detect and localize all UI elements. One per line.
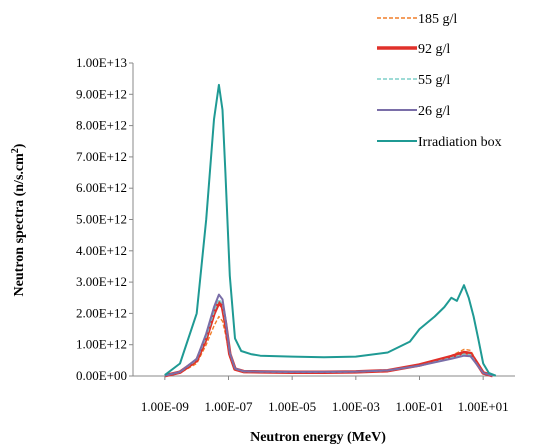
- series-line-5: [164, 83, 497, 377]
- series-line-1: [164, 315, 493, 377]
- x-tick-label: 1.00E-01: [395, 399, 443, 414]
- y-axis-title-end: ): [12, 143, 27, 148]
- y-tick-label: 0.00E+00: [76, 368, 127, 383]
- y-tick-label: 1.00E+12: [76, 337, 127, 352]
- legend-label: 92 g/l: [418, 42, 450, 57]
- legend-label: 185 g/l: [418, 12, 457, 27]
- y-tick-label: 9.00E+12: [76, 86, 127, 101]
- x-axis-ticks: 1.00E-09 1.00E-07 1.00E-05 1.00E-03 1.00E-01…: [141, 376, 509, 414]
- x-tick-label: 1.00E-09: [141, 399, 189, 414]
- y-tick-label: 5.00E+12: [76, 212, 127, 227]
- y-tick-label: 6.00E+12: [76, 180, 127, 195]
- y-axis-title-superscript: 2: [10, 148, 21, 153]
- y-tick-label: 4.00E+12: [76, 243, 127, 258]
- y-tick-label: 3.00E+12: [76, 274, 127, 289]
- legend: 185 g/l 92 g/l 55 g/l 26 g/l Irradiation box: [377, 12, 502, 150]
- legend-label: Irradiation box: [418, 135, 502, 150]
- y-tick-label: 8.00E+12: [76, 118, 127, 133]
- y-tick-label: 2.00E+12: [76, 305, 127, 320]
- x-tick-label: 1.00E+01: [458, 399, 509, 414]
- x-tick-label: 1.00E-03: [332, 399, 380, 414]
- y-tick-label: 7.00E+12: [76, 149, 127, 164]
- y-axis-title: Neutron spectra (n/s.cm2): [10, 143, 28, 296]
- legend-label: 26 g/l: [418, 104, 450, 119]
- x-tick-label: 1.00E-05: [268, 399, 316, 414]
- plot-series: [164, 83, 497, 378]
- y-axis-ticks: 0.00E+00 1.00E+12 2.00E+12 3.00E+12 4.00E+12…: [76, 55, 133, 383]
- series-line-4: [164, 293, 493, 377]
- x-tick-label: 1.00E-07: [204, 399, 253, 414]
- y-tick-label: 1.00E+13: [76, 55, 127, 70]
- x-axis-title: Neutron energy (MeV): [250, 430, 386, 445]
- legend-label: 55 g/l: [418, 73, 450, 88]
- y-axis-title-main: Neutron spectra (n/s.cm: [12, 153, 27, 297]
